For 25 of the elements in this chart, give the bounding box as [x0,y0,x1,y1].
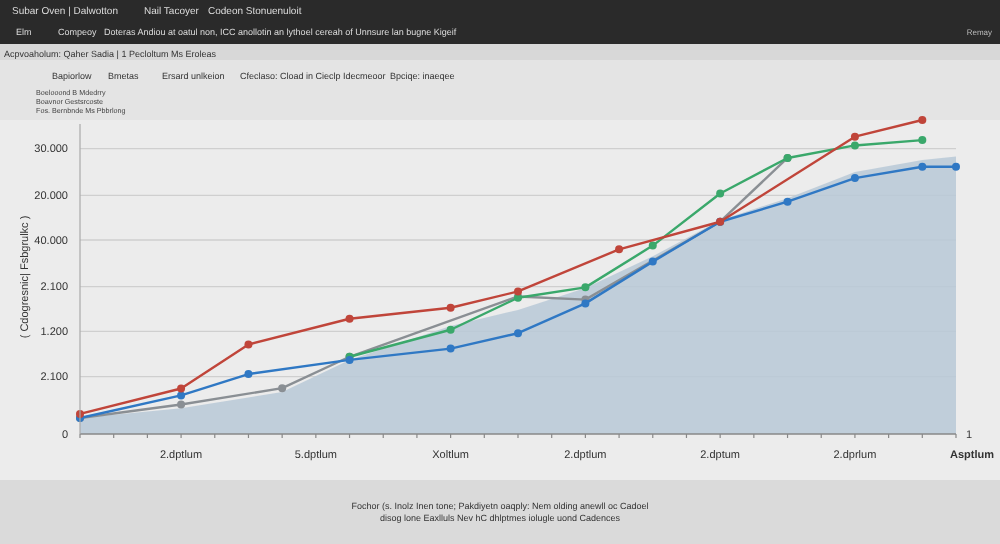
point [345,314,354,323]
point [783,197,792,206]
point [446,344,455,353]
point [244,370,253,379]
point [177,391,186,400]
point [648,241,657,250]
point [177,400,186,409]
point [177,384,186,393]
point [918,136,927,145]
point [850,174,859,183]
point [850,132,859,141]
point [918,116,927,124]
point [446,325,455,334]
point [952,162,960,171]
point [716,189,725,198]
point [918,162,927,171]
point [446,303,455,312]
point [514,287,522,296]
point [278,384,287,393]
point [581,283,590,292]
point [850,141,859,150]
point [615,245,624,254]
point [514,329,522,338]
point [648,257,657,266]
point [244,340,253,349]
